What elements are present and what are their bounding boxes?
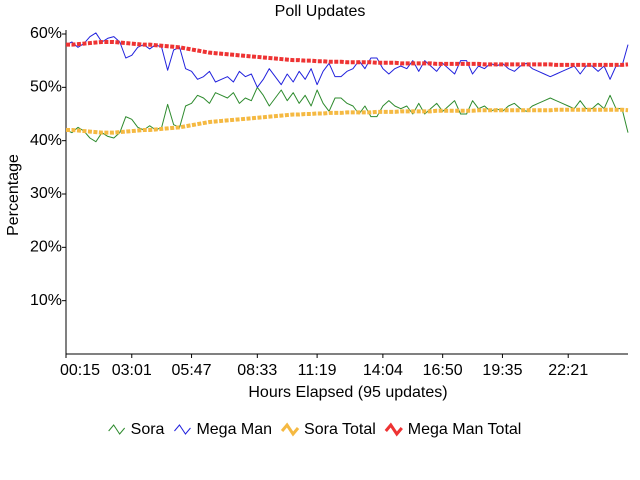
x-tick-label: 16:50 (423, 362, 463, 379)
chart-title: Poll Updates (275, 3, 366, 20)
x-tick-label: 08:33 (237, 362, 277, 379)
x-tick-label: 03:01 (112, 362, 152, 379)
legend-label: Mega Man Total (408, 421, 522, 438)
legend-swatch (280, 422, 300, 437)
legend-label: Mega Man (196, 421, 272, 438)
x-tick-label: 14:04 (363, 362, 403, 379)
y-tick-label: 50% (30, 79, 62, 96)
x-axis-label: Hours Elapsed (95 updates) (248, 384, 447, 401)
series-line (66, 40, 629, 67)
y-tick-label: 30% (30, 185, 62, 202)
x-tick-label: 19:35 (482, 362, 522, 379)
series-line (65, 32, 629, 88)
y-tick-label: 60% (30, 25, 62, 42)
series-line (65, 86, 629, 143)
y-tick-label: 20% (30, 239, 62, 256)
x-tick-label: 00:15 (60, 362, 100, 379)
x-tick-label: 05:47 (172, 362, 212, 379)
legend-swatch (384, 422, 403, 437)
x-tick-label: 22:21 (548, 362, 588, 379)
legend-label: Sora Total (304, 421, 376, 438)
legend-swatch (108, 424, 126, 435)
y-axis-label: Percentage (5, 154, 22, 236)
series-line (66, 107, 629, 135)
legend-swatch (174, 424, 191, 435)
x-tick-label: 11:19 (298, 362, 337, 379)
y-tick-label: 10% (30, 292, 62, 309)
y-tick-label: 40% (30, 132, 62, 149)
legend-label: Sora (131, 421, 165, 438)
